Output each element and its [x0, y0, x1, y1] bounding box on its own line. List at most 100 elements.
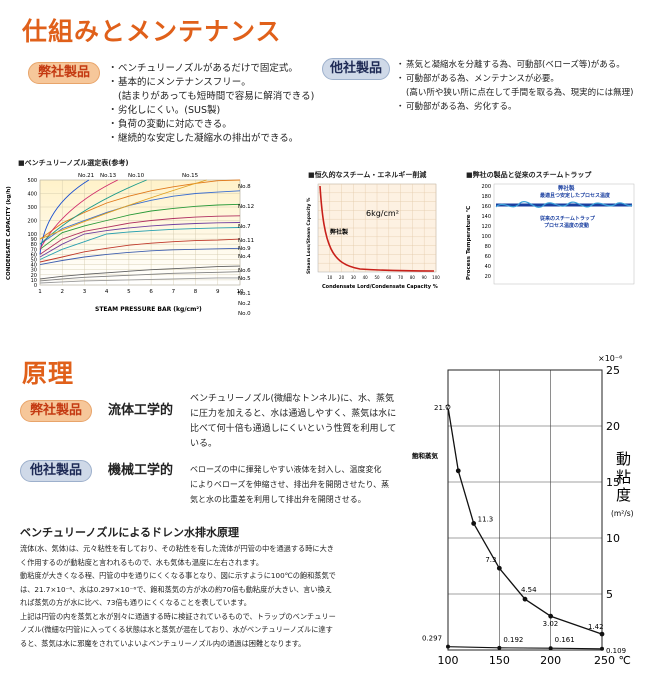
principle-others-text: ベローズの中に揮発しやすい液体を封入し、温度変化 によりベローズを伸縮させ、排出… — [190, 465, 390, 504]
chart1-x-ticks: 1 2 3 4 5 6 7 8 9 10 — [38, 289, 244, 295]
chart4-steam-value: 3.02 — [543, 620, 559, 628]
chart4-x-tick: 100 — [438, 654, 459, 667]
chart2-x-tick: 70 — [398, 275, 404, 280]
chart2-y-axis-label: Steam Loss/Steam Capacity % — [306, 197, 312, 274]
chart1-curve-no9 — [39, 222, 241, 258]
chart1-steep-curve — [39, 179, 147, 245]
chart3-y-tick: 40 — [485, 264, 491, 270]
chart1-y-tick: 90 — [31, 237, 37, 243]
chart2-x-ticks: 10 20 30 40 50 60 70 80 90 100 — [327, 275, 440, 280]
chart1-y-tick: 40 — [31, 263, 37, 269]
chart1-curves — [39, 179, 241, 284]
chart3-y-tick: 180 — [481, 194, 491, 200]
chart1-caption: ■ベンチュリーノズル選定表(参考) — [18, 159, 129, 167]
chart4-water-line — [447, 646, 603, 650]
chart1-x-tick: 7 — [172, 289, 176, 295]
chart3-y-tick: 160 — [481, 204, 491, 210]
chart1-right-labels: No.8 No.12 No.7 No.11 No.9 No.4 No.6 No.5 No.1 No… — [238, 184, 254, 317]
chart2-loss-curve — [319, 185, 435, 272]
chart4-water-value: 0.192 — [503, 636, 523, 644]
chart4-steam-value: 7.3 — [485, 556, 496, 564]
energy-saving-chart: 10 20 30 40 50 60 70 80 90 100 6kg/cm² 弊社製 Steam … — [306, 183, 440, 290]
chart1-right-label: No.5 — [238, 276, 251, 282]
chart1-y-tick: 70 — [31, 247, 37, 253]
chart4-steam-point — [522, 596, 528, 602]
section1-title: 仕組みとメンテナンス — [22, 17, 282, 46]
principle-ours-text: ベンチュリーノズル(微細なトンネル)に、水、蒸気 に圧力を加えると、水は通過しや… — [190, 394, 397, 449]
chart1-y-tick: 50 — [31, 258, 37, 264]
chart1-y-axis-label: CONDENSATE CAPACITY (kg/h) — [6, 186, 12, 280]
principle-ours-pill: 弊社製品 — [20, 400, 92, 422]
chart2-annotation: 6kg/cm² — [366, 209, 399, 218]
chart3-ours-label: 弊社製 — [558, 184, 575, 192]
chart2-x-tick: 40 — [363, 275, 369, 280]
chart4-y-ticks: 25 20 15 10 5 — [606, 364, 620, 601]
chart1-x-tick: 3 — [83, 289, 87, 295]
chart1-x-tick: 10 — [237, 289, 244, 295]
chart1-curve-no1 — [39, 265, 241, 280]
chart4-steam-point — [496, 565, 502, 571]
chart3-y-tick: 60 — [485, 254, 491, 260]
principle-others-pill: 他社製品 — [20, 460, 92, 482]
chart4-x-tick: 200 — [540, 654, 561, 667]
chart4-steam-point — [445, 404, 451, 410]
chart1-y-tick: 0 — [34, 283, 37, 289]
chart1-y-tick: 200 — [27, 219, 37, 225]
chart1-y-tick: 10 — [31, 278, 37, 284]
chart1-right-label: No.12 — [238, 204, 254, 210]
chart4-water-point — [600, 646, 604, 651]
ours-point: (詰まりがあっても短時間で容易に解消できる) — [118, 91, 315, 102]
ours-point: ・ベンチュリーノズルがあるだけで固定式。 — [108, 63, 298, 74]
chart1-right-label: No.9 — [238, 246, 251, 252]
chart1-x-tick: 9 — [216, 289, 220, 295]
chart1-curve-no7 — [39, 203, 241, 250]
chart4-water-point — [497, 645, 502, 650]
chart1-curve-no12 — [39, 190, 241, 245]
chart2-caption: ■恒久的なスチーム・エネルギー削減 — [308, 171, 427, 179]
chart1-y-tick: 300 — [27, 205, 37, 211]
chart3-y-tick: 120 — [481, 224, 491, 230]
chart1-right-label: No.1 — [238, 291, 251, 297]
chart1-steep-curve — [39, 179, 207, 240]
chart4-steam-point — [455, 468, 461, 474]
chart4-ylabel-2: 粘 — [616, 468, 631, 486]
chart2-x-tick: 20 — [339, 275, 345, 280]
chart4-y-tick: 25 — [606, 364, 620, 377]
chart4-steam-value: 4.54 — [521, 586, 537, 594]
chart1-y-tick: 30 — [31, 268, 37, 274]
chart4-steam-value: 21.7 — [434, 404, 450, 412]
ours-point: ・劣化しにくい。(SUS製) — [108, 105, 221, 116]
chart2-x-tick: 30 — [351, 275, 357, 280]
chart2-x-tick: 60 — [386, 275, 392, 280]
chart4-frame — [447, 369, 603, 651]
chart4-steam-point — [471, 521, 477, 526]
chart1-y-tick: 20 — [31, 273, 37, 279]
principle-ours-heading: 流体工学的 — [108, 403, 174, 418]
chart1-curve-no6 — [39, 238, 241, 263]
chart2-series-label: 弊社製 — [330, 228, 349, 236]
chart4-x-tick: 250 ℃ — [594, 654, 631, 667]
ours-points-list: ・ベンチュリーノズルがあるだけで固定式。 ・基本的にメンテナンスフリー。 (詰ま… — [108, 62, 314, 146]
chart1-right-label: No.11 — [238, 238, 254, 244]
chart1-curve-no11 — [39, 215, 241, 255]
chart4-ylabel-3: 度 — [616, 486, 631, 504]
chart1-plot-area — [39, 179, 241, 286]
chart4-water-value: 0.297 — [422, 635, 442, 643]
ours-point: ・継続的な安定した凝縮水の排出ができる。 — [108, 133, 299, 144]
chart2-x-tick: 10 — [327, 275, 333, 280]
chart4-exponent: ×10⁻⁶ — [598, 354, 622, 363]
chart1-y-tick: 500 — [27, 178, 37, 184]
chart1-curve-no2 — [39, 271, 241, 282]
process-temperature-chart: 200 180 160 140 120 100 80 60 40 20 弊社製 最適且つ安定したプ… — [465, 183, 635, 285]
chart3-y-ticks: 200 180 160 140 120 100 80 60 40 20 — [481, 184, 491, 280]
chart4-x-ticks: 100 150 200 250 ℃ — [438, 654, 631, 667]
others-point: ・可動部がある為、メンテナンスが必要。 — [396, 74, 559, 84]
chart2-x-tick: 80 — [410, 275, 416, 280]
chart4-y-tick: 15 — [606, 476, 620, 489]
chart4-steam-point — [599, 631, 605, 637]
chart3-y-tick: 100 — [481, 234, 491, 240]
chart1-top-label: No.21 — [78, 173, 94, 179]
chart4-water-point — [446, 644, 450, 649]
